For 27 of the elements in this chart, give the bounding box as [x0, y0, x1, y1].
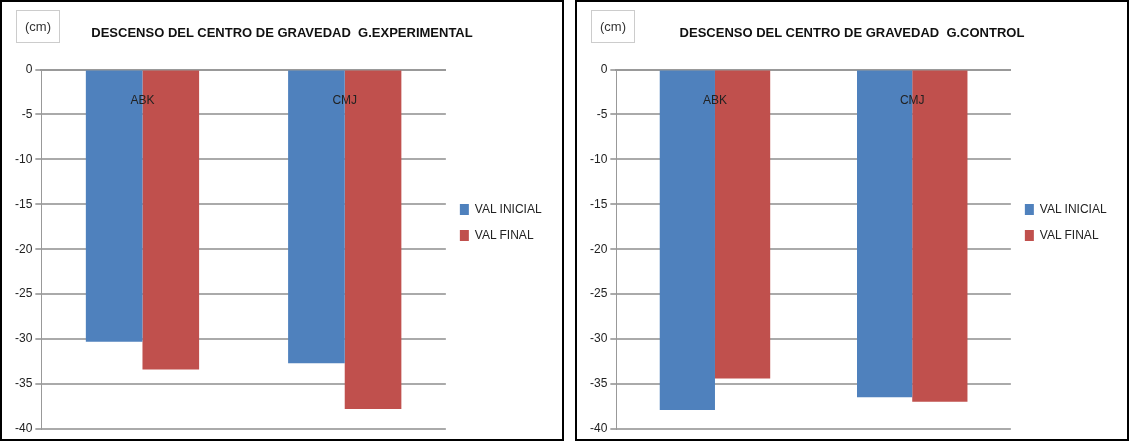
- y-axis-title: (cm): [591, 10, 635, 43]
- y-tick-label: -25: [590, 286, 608, 301]
- legend-label: VAL INICIAL: [1039, 201, 1107, 216]
- y-tick-label: -15: [590, 196, 608, 211]
- y-axis-title: (cm): [16, 10, 60, 43]
- x-tick-label: ABK: [702, 92, 727, 107]
- y-tick-label: -10: [590, 151, 608, 166]
- y-tick-label: 0: [600, 61, 608, 76]
- y-tick-label: 0: [25, 61, 33, 76]
- y-tick-label: -35: [590, 376, 608, 391]
- chart-title: DESCENSO DEL CENTRO DE GRAVEDAD G.CONTROL: [679, 25, 1025, 41]
- y-tick-label: -20: [590, 241, 608, 256]
- y-tick-label: -5: [21, 106, 33, 121]
- y-tick-label: -15: [15, 196, 33, 211]
- y-tick-label: -30: [590, 331, 608, 346]
- legend-label: VAL INICIAL: [474, 201, 542, 216]
- y-tick-label: -40: [15, 421, 33, 436]
- y-tick-label: -35: [15, 376, 33, 391]
- y-tick-label: -5: [596, 106, 608, 121]
- y-tick-label: -30: [15, 331, 33, 346]
- y-tick-label: -25: [15, 286, 33, 301]
- legend-label: VAL FINAL: [474, 227, 534, 242]
- y-tick-label: -10: [15, 151, 33, 166]
- y-tick-label: -40: [590, 421, 608, 436]
- y-tick-label: -20: [15, 241, 33, 256]
- legend-label: VAL FINAL: [1039, 227, 1099, 242]
- chart-title: DESCENSO DEL CENTRO DE GRAVEDAD G.EXPERIMENTAL: [91, 25, 473, 41]
